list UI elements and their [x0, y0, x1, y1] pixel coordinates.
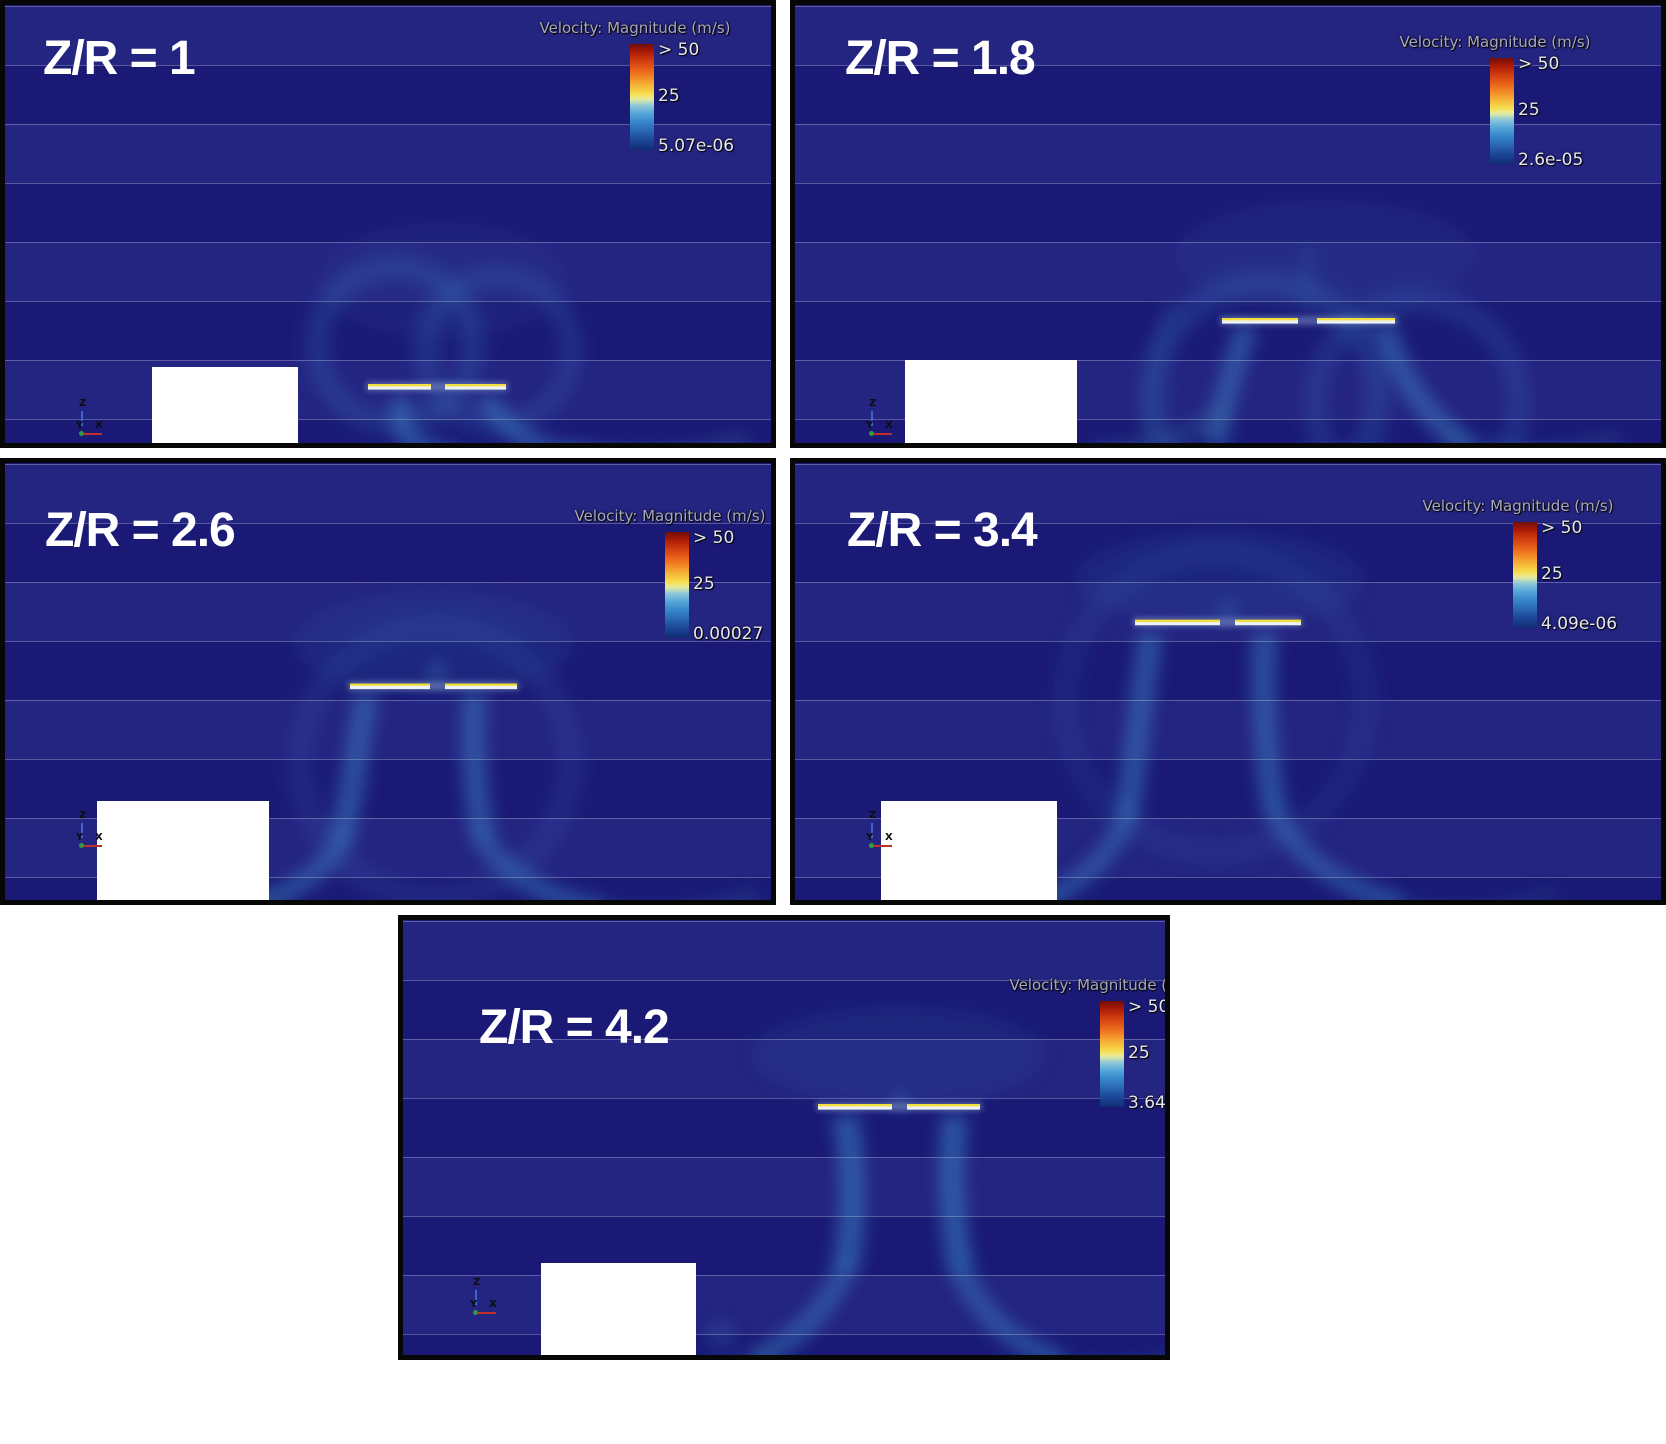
colorbar-legend: Velocity: Magnitude (m/s) > 50 25 5.07e-… — [515, 19, 755, 156]
origin-dot — [473, 1310, 478, 1315]
axis-x-label: X — [489, 1299, 497, 1310]
origin-dot — [79, 843, 84, 848]
panel-title: Z/R = 1.8 — [845, 32, 1036, 85]
axis-y-label: Y — [76, 420, 84, 431]
axis-triad: Z Y X — [467, 1278, 507, 1322]
z-axis-line — [475, 1290, 477, 1305]
colorbar-legend: Velocity: Magnitude (m/s) > 50 25 0.0002… — [550, 507, 771, 644]
x-axis-line — [874, 433, 892, 435]
axis-y-label: Y — [866, 420, 874, 431]
axis-x-label: X — [885, 420, 893, 431]
axis-y-label: Y — [470, 1299, 478, 1310]
panel-zr-1: Z/R = 1 Velocity: Magnitude (m/s) > 50 2… — [0, 0, 776, 448]
origin-dot — [869, 431, 874, 436]
colorbar-tick-min: 4.09e-06 — [1541, 614, 1618, 634]
z-axis-line — [81, 411, 83, 426]
legend-title: Velocity: Magnitude (m/s) — [574, 507, 766, 525]
wake-plumes — [1031, 529, 1560, 900]
panel-zr-1-8: Z/R = 1.8 Velocity: Magnitude (m/s) > 50… — [790, 0, 1666, 448]
colorbar-tick-mid: 25 — [1541, 564, 1563, 584]
legend-title: Velocity: Magnitude (m/s) — [539, 19, 731, 37]
colorbar-tick-max: > 50 — [693, 528, 735, 548]
axis-triad: Z Y X — [73, 399, 113, 443]
axis-z-label: Z — [473, 1277, 481, 1288]
axis-y-label: Y — [866, 832, 874, 843]
colorbar-legend: Velocity: Magnitude (m/s) > 50 25 3.64e-… — [985, 976, 1170, 1113]
wake-contour-svg — [305, 222, 749, 443]
legend-title: Velocity: Magnitude (m/s) — [1422, 497, 1614, 515]
colorbar-tick-max: > 50 — [1128, 997, 1170, 1017]
panel-title: Z/R = 2.6 — [45, 504, 236, 557]
colorbar-tick-mid: 25 — [1128, 1043, 1150, 1063]
wake-plumes — [705, 1005, 1165, 1355]
colorbar-tick-mid: 25 — [1518, 100, 1540, 120]
wake-plumes — [305, 222, 749, 443]
colorbar-tick-min: 3.64e-06 — [1128, 1093, 1166, 1113]
z-axis-line — [81, 823, 83, 838]
panel-zr-4-2: Z/R = 4.2 Velocity: Magnitude (m/s) > 50… — [398, 915, 1170, 1360]
panel-title: Z/R = 4.2 — [479, 1001, 670, 1054]
wake-plumes — [248, 590, 760, 900]
axis-triad: Z Y X — [863, 811, 903, 855]
panel-title: Z/R = 3.4 — [847, 504, 1038, 557]
colorbar-legend: Velocity: Magnitude (m/s) > 50 25 2.6e-0… — [1375, 33, 1615, 170]
colorbar-tick-min: 0.00027 — [693, 624, 764, 644]
z-axis-line — [871, 823, 873, 838]
wake-contour-svg — [1031, 529, 1560, 900]
colorbar-gradient — [665, 532, 689, 638]
origin-dot — [79, 431, 84, 436]
colorbar-tick-min: 5.07e-06 — [658, 136, 735, 156]
panel-title: Z/R = 1 — [43, 32, 196, 85]
panel-zr-3-4: Z/R = 3.4 Velocity: Magnitude (m/s) > 50… — [790, 458, 1666, 905]
rotor-disk — [1133, 617, 1302, 627]
wake-plumes — [1109, 200, 1622, 443]
colorbar-gradient — [1100, 1001, 1124, 1107]
building-block — [881, 801, 1057, 900]
x-axis-line — [84, 433, 102, 435]
panel-zr-2-6: Z/R = 2.6 Velocity: Magnitude (m/s) > 50… — [0, 458, 776, 905]
axis-triad: Z Y X — [73, 811, 113, 855]
axis-x-label: X — [95, 832, 103, 843]
axis-z-label: Z — [869, 810, 877, 821]
axis-z-label: Z — [869, 398, 877, 409]
axis-z-label: Z — [79, 398, 87, 409]
rotor-disk — [1220, 316, 1397, 325]
axis-x-label: X — [95, 420, 103, 431]
axis-z-label: Z — [79, 810, 87, 821]
x-axis-line — [478, 1312, 496, 1314]
axis-x-label: X — [885, 832, 893, 843]
x-axis-line — [84, 845, 102, 847]
building-block — [152, 367, 298, 443]
rotor-disk — [816, 1102, 982, 1111]
colorbar-legend: Velocity: Magnitude (m/s) > 50 25 4.09e-… — [1398, 497, 1638, 634]
legend-title: Velocity: Magnitude (m/s) — [1009, 976, 1168, 994]
colorbar-tick-mid: 25 — [658, 86, 680, 106]
colorbar-gradient — [1490, 58, 1514, 164]
building-block — [905, 360, 1077, 443]
wake-contour-svg — [248, 590, 760, 900]
axis-y-label: Y — [76, 832, 84, 843]
rotor-disk — [348, 681, 519, 691]
colorbar-gradient — [1513, 522, 1537, 628]
colorbar-gradient — [630, 44, 654, 150]
colorbar-tick-max: > 50 — [658, 40, 700, 60]
colorbar-tick-mid: 25 — [693, 574, 715, 594]
z-axis-line — [871, 411, 873, 426]
colorbar-tick-max: > 50 — [1541, 518, 1583, 538]
axis-triad: Z Y X — [863, 399, 903, 443]
rotor-disk — [366, 382, 508, 391]
origin-dot — [869, 843, 874, 848]
wake-contour-svg — [705, 1005, 1165, 1355]
building-block — [97, 801, 269, 900]
colorbar-tick-min: 2.6e-05 — [1518, 150, 1584, 170]
legend-title: Velocity: Magnitude (m/s) — [1399, 33, 1591, 51]
wake-contour-svg — [1109, 200, 1622, 443]
x-axis-line — [874, 845, 892, 847]
colorbar-tick-max: > 50 — [1518, 54, 1560, 74]
building-block — [541, 1263, 696, 1355]
